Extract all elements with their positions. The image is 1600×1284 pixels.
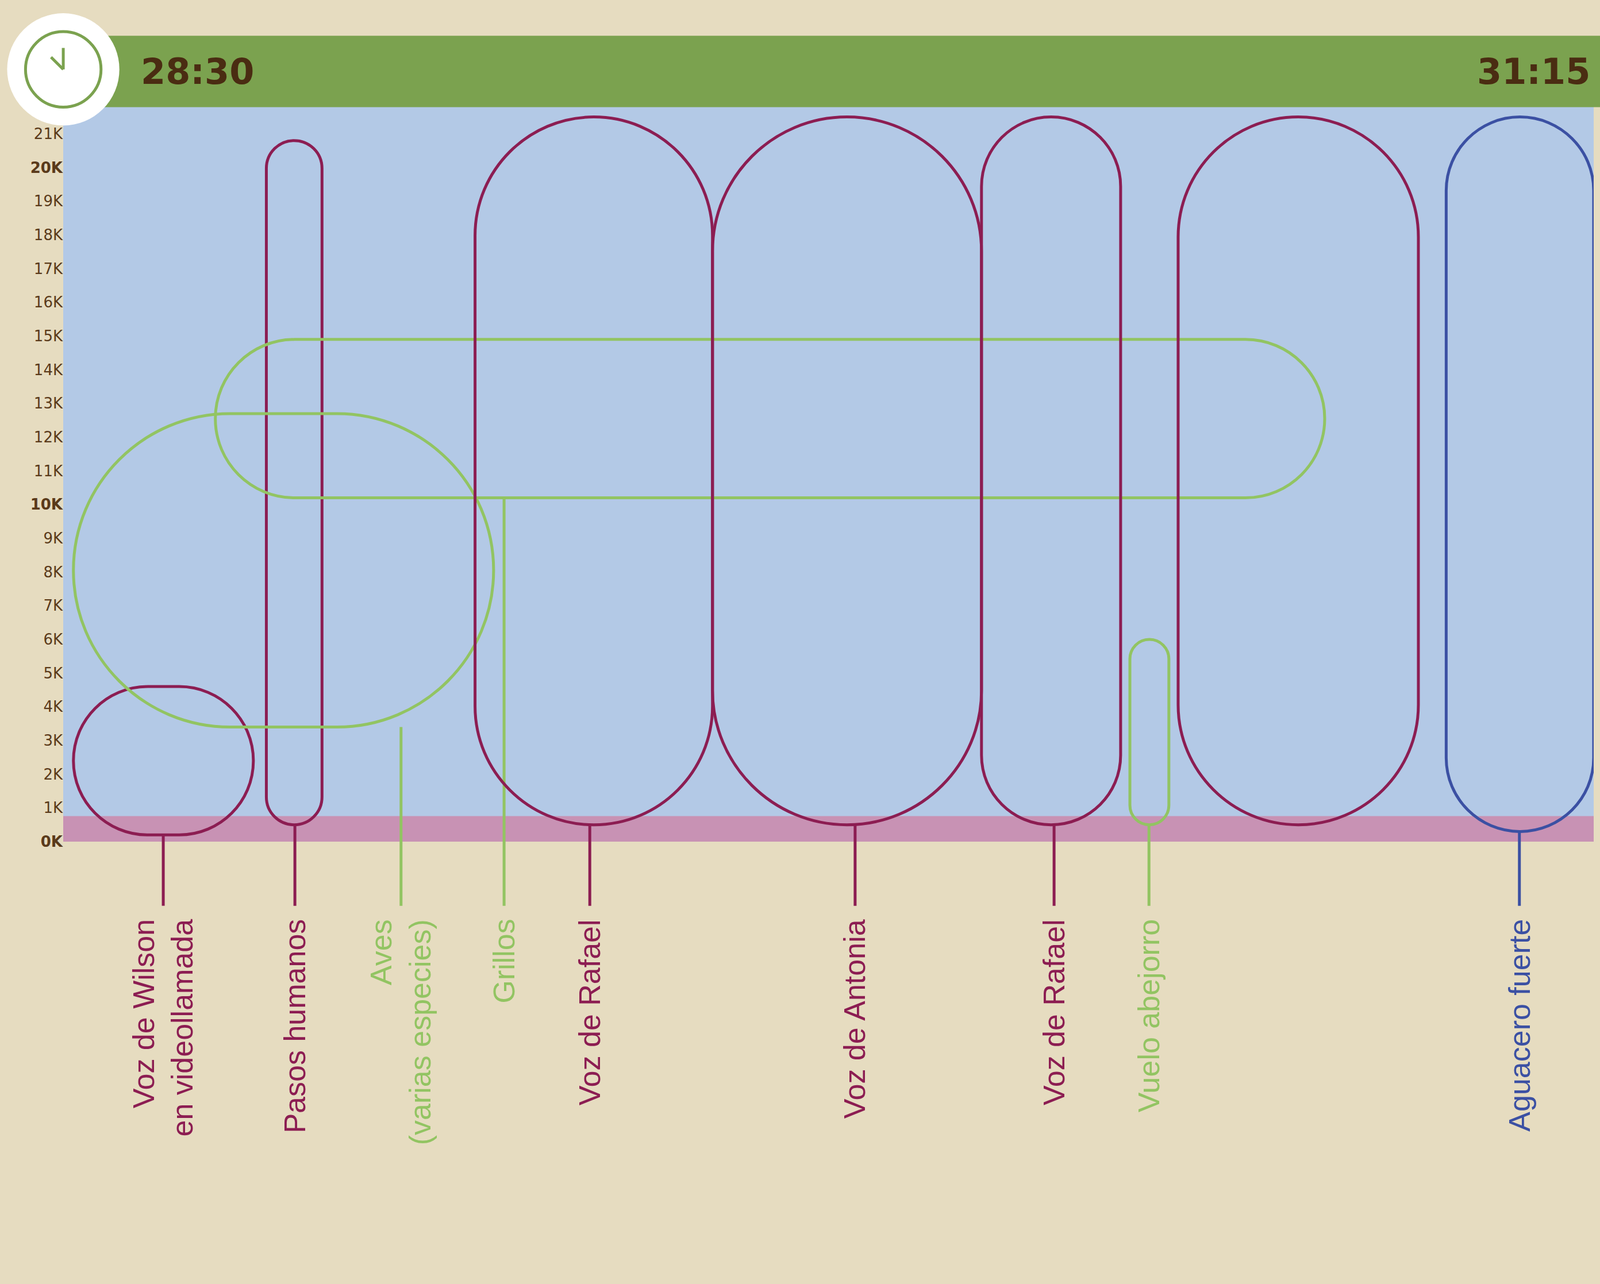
svg-text:1K: 1K (43, 799, 64, 817)
svg-text:8K: 8K (43, 563, 64, 582)
svg-text:4K: 4K (43, 698, 64, 716)
svg-text:31:15: 31:15 (1477, 50, 1591, 93)
svg-text:21K: 21K (33, 125, 64, 143)
svg-text:2K: 2K (43, 766, 64, 784)
svg-text:Voz de Rafael: Voz de Rafael (1037, 919, 1071, 1106)
svg-text:11K: 11K (33, 462, 64, 480)
svg-text:17K: 17K (33, 260, 64, 278)
svg-text:9K: 9K (43, 529, 64, 548)
svg-text:28:30: 28:30 (140, 50, 255, 93)
svg-text:20K: 20K (30, 159, 64, 177)
svg-text:3K: 3K (43, 732, 64, 750)
svg-text:Voz de Rafael: Voz de Rafael (572, 919, 607, 1106)
svg-text:Vuelo abejorro: Vuelo abejorro (1132, 919, 1166, 1113)
svg-text:6K: 6K (43, 631, 64, 649)
svg-text:0K: 0K (40, 833, 64, 851)
svg-text:13K: 13K (33, 394, 64, 413)
svg-text:Pasos humanos: Pasos humanos (278, 919, 312, 1134)
svg-text:Aves(varias especies): Aves(varias especies) (364, 919, 437, 1146)
svg-text:19K: 19K (33, 192, 64, 210)
svg-text:15K: 15K (33, 327, 64, 345)
svg-text:18K: 18K (33, 226, 64, 244)
svg-text:14K: 14K (33, 361, 64, 379)
svg-text:7K: 7K (43, 597, 64, 615)
svg-text:5K: 5K (43, 664, 64, 683)
svg-text:Voz de Antonia: Voz de Antonia (837, 919, 872, 1119)
svg-text:10K: 10K (30, 495, 64, 514)
svg-text:12K: 12K (33, 428, 64, 446)
svg-text:16K: 16K (33, 293, 64, 311)
svg-text:Grillos: Grillos (487, 918, 521, 1004)
svg-text:Aguacero fuerte: Aguacero fuerte (1502, 919, 1537, 1133)
svg-text:Voz de Wilsonen videollamada: Voz de Wilsonen videollamada (127, 919, 200, 1138)
